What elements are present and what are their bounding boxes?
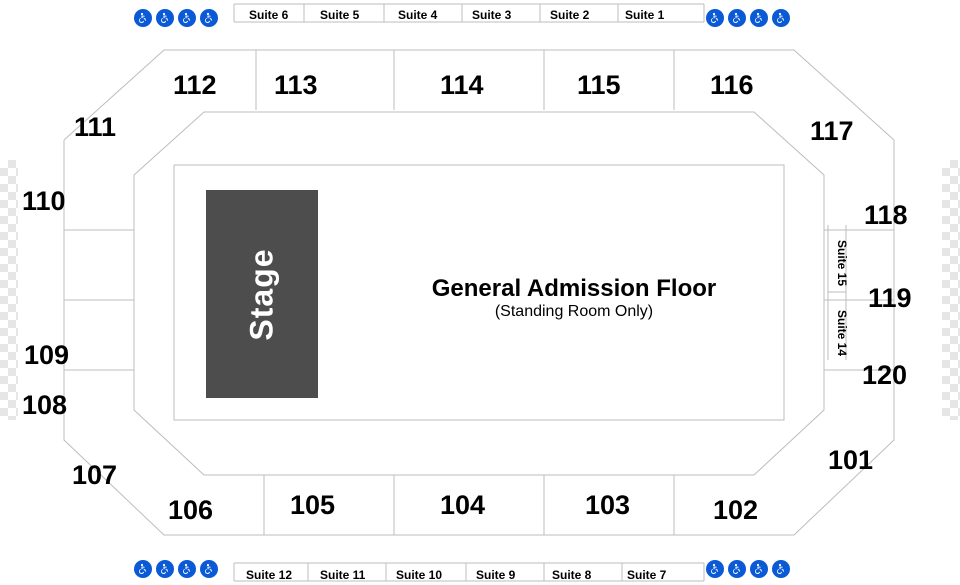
- wheelchair-icon[interactable]: [178, 9, 196, 27]
- section-117[interactable]: 117: [810, 116, 854, 147]
- section-113[interactable]: 113: [274, 70, 318, 101]
- suite-suite8[interactable]: Suite 8: [552, 568, 591, 582]
- section-102[interactable]: 102: [713, 495, 758, 526]
- wheelchair-icon[interactable]: [178, 560, 196, 578]
- section-116[interactable]: 116: [710, 70, 754, 101]
- section-105[interactable]: 105: [290, 490, 335, 521]
- accessible-group-1: [134, 9, 218, 27]
- wheelchair-icon[interactable]: [134, 9, 152, 27]
- suite-suite2[interactable]: Suite 2: [550, 8, 589, 22]
- section-112[interactable]: 112: [173, 70, 217, 101]
- transparency-edge-left: [0, 160, 18, 420]
- wheelchair-icon[interactable]: [706, 560, 724, 578]
- wheelchair-icon[interactable]: [772, 560, 790, 578]
- suite-suite10[interactable]: Suite 10: [396, 568, 442, 582]
- section-106[interactable]: 106: [168, 495, 213, 526]
- suite-suite4[interactable]: Suite 4: [398, 8, 437, 22]
- accessible-group-2: [706, 9, 790, 27]
- wheelchair-icon[interactable]: [728, 9, 746, 27]
- wheelchair-icon[interactable]: [706, 9, 724, 27]
- accessible-group-3: [134, 560, 218, 578]
- section-120[interactable]: 120: [862, 360, 907, 391]
- wheelchair-icon[interactable]: [156, 9, 174, 27]
- section-118[interactable]: 118: [864, 200, 908, 231]
- wheelchair-icon[interactable]: [200, 9, 218, 27]
- suite-suite6[interactable]: Suite 6: [249, 8, 288, 22]
- suite-suite1[interactable]: Suite 1: [625, 8, 664, 22]
- ga-floor[interactable]: General Admission Floor (Standing Room O…: [394, 275, 754, 321]
- section-119[interactable]: 119: [868, 283, 912, 314]
- suite-suite12[interactable]: Suite 12: [246, 568, 292, 582]
- ga-floor-title: General Admission Floor: [394, 275, 754, 303]
- suite-suite15[interactable]: Suite 15: [835, 240, 849, 286]
- ga-floor-subtitle: (Standing Room Only): [394, 303, 754, 321]
- section-114[interactable]: 114: [440, 70, 484, 101]
- suite-suite3[interactable]: Suite 3: [472, 8, 511, 22]
- section-104[interactable]: 104: [440, 490, 485, 521]
- wheelchair-icon[interactable]: [156, 560, 174, 578]
- section-110[interactable]: 110: [22, 186, 66, 217]
- wheelchair-icon[interactable]: [200, 560, 218, 578]
- transparency-edge-right: [942, 160, 960, 420]
- stage-label: Stage: [243, 248, 280, 340]
- accessible-group-4: [706, 560, 790, 578]
- section-103[interactable]: 103: [585, 490, 630, 521]
- section-115[interactable]: 115: [577, 70, 621, 101]
- suite-suite11[interactable]: Suite 11: [320, 568, 365, 582]
- section-111[interactable]: 111: [74, 112, 116, 143]
- suite-suite5[interactable]: Suite 5: [320, 8, 359, 22]
- section-108[interactable]: 108: [22, 390, 67, 421]
- wheelchair-icon[interactable]: [134, 560, 152, 578]
- section-101[interactable]: 101: [828, 445, 873, 476]
- suite-suite9[interactable]: Suite 9: [476, 568, 515, 582]
- stage-block[interactable]: Stage: [206, 190, 318, 398]
- section-109[interactable]: 109: [24, 340, 69, 371]
- wheelchair-icon[interactable]: [728, 560, 746, 578]
- suite-suite7[interactable]: Suite 7: [627, 568, 666, 582]
- wheelchair-icon[interactable]: [750, 9, 768, 27]
- wheelchair-icon[interactable]: [772, 9, 790, 27]
- wheelchair-icon[interactable]: [750, 560, 768, 578]
- seating-map: Stage General Admission Floor (Standing …: [0, 0, 960, 585]
- suite-suite14[interactable]: Suite 14: [835, 310, 849, 356]
- section-107[interactable]: 107: [72, 460, 117, 491]
